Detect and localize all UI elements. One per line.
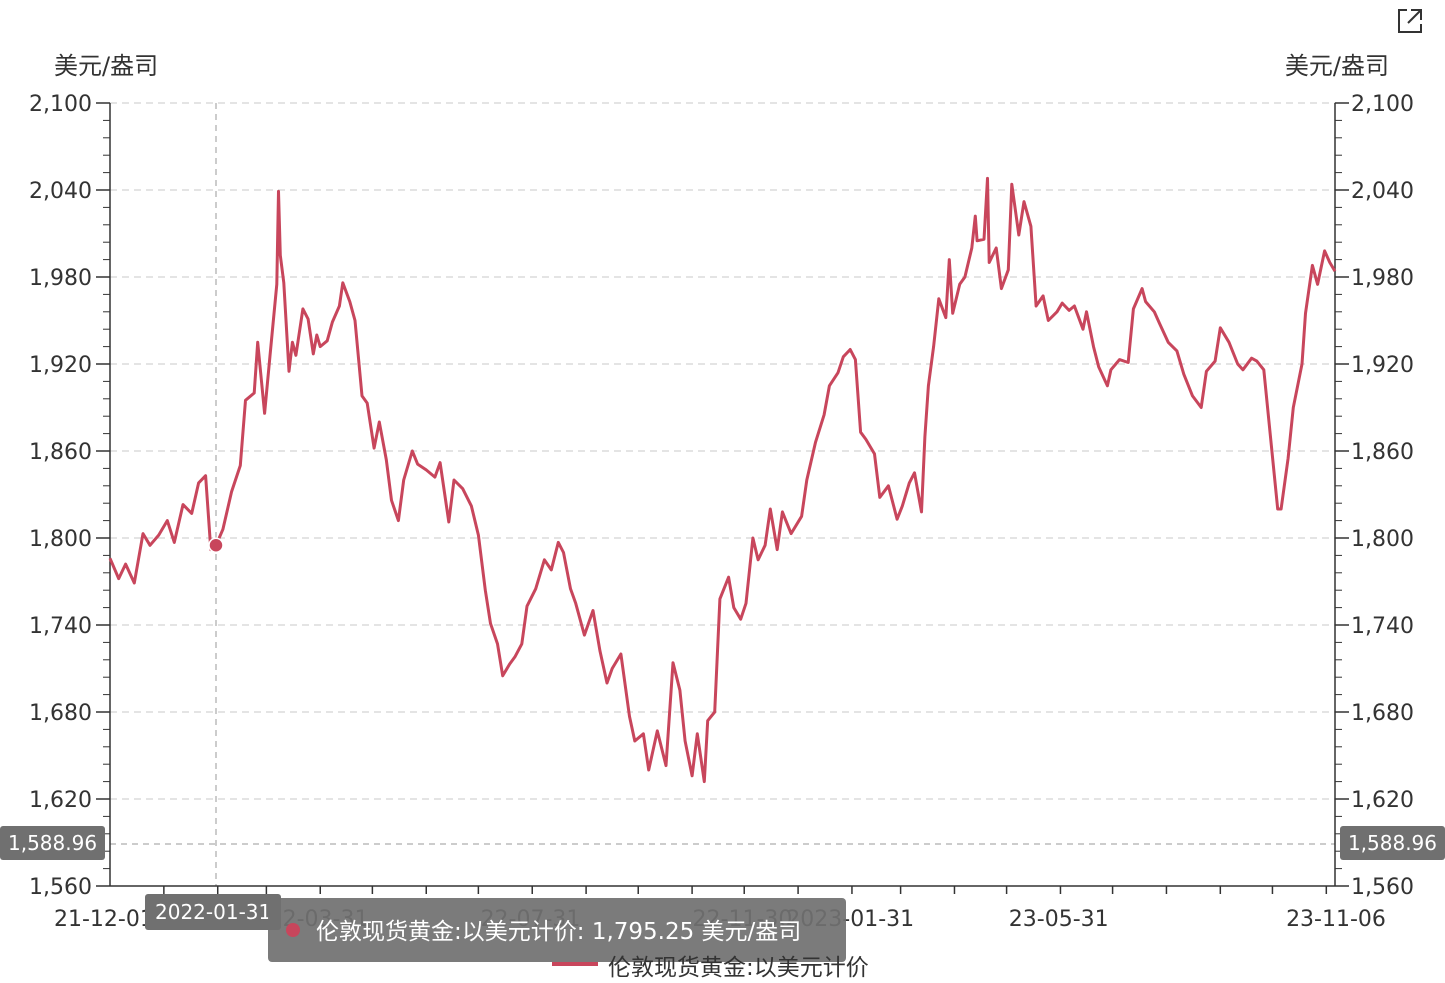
tooltip-unit: 美元/盎司 [701,919,802,945]
highlighted-point [208,537,224,553]
y-axis-left-labels: 1,560 1,620 1,680 1,740 1,800 1,860 1,920 1,980… [29,92,92,900]
y-tick-label-left: 1,560 [29,875,92,900]
y-tick-label-left: 2,040 [29,179,92,204]
series-line [108,176,1337,784]
x-tick-label: 23-11-06 [1286,907,1386,932]
y-tick-label-right: 1,980 [1351,266,1414,291]
axis-pointer-value-left: 1,588.96 [0,826,106,860]
y-tick-label-left: 1,680 [29,701,92,726]
y-tick-label-right: 1,740 [1351,614,1414,639]
y-axis-left-unit: 美元/盎司 [54,52,159,80]
tooltip-series-marker [286,923,300,937]
y-axis-right-labels: 1,560 1,620 1,680 1,740 1,800 1,860 1,920 1,980… [1351,92,1414,900]
axes [96,102,1349,894]
tooltip-series-name: 伦敦现货黄金:以美元计价 [316,919,577,945]
y-tick-label-left: 2,100 [29,92,92,117]
legend-label: 伦敦现货黄金:以美元计价 [608,955,869,981]
x-tick-label: 23-05-31 [1009,907,1109,932]
axis-pointer [110,103,1335,886]
y-tick-label-right: 1,560 [1351,875,1414,900]
y-tick-label-right: 1,680 [1351,701,1414,726]
tooltip-text: 伦敦现货黄金:以美元计价: 1,795.25 美元/盎司 [316,919,802,945]
grid-lines [110,102,1335,800]
x-tick-label: 21-12-01 [54,907,154,932]
y-tick-label-left: 1,860 [29,440,92,465]
y-tick-label-left: 1,620 [29,788,92,813]
y-tick-label-right: 1,620 [1351,788,1414,813]
y-tick-label-left: 1,740 [29,614,92,639]
axis-pointer-value-right: 1,588.96 [1339,826,1445,860]
y-tick-label-right: 1,860 [1351,440,1414,465]
external-link-icon[interactable] [1395,6,1425,36]
y-tick-label-right: 1,800 [1351,527,1414,552]
tooltip: 伦敦现货黄金:以美元计价: 1,795.25 美元/盎司 [268,898,846,962]
legend-swatch [552,962,598,966]
y-tick-label-right: 1,920 [1351,353,1414,378]
y-tick-label-left: 1,920 [29,353,92,378]
axis-pointer-date-label: 2022-01-31 [145,894,282,930]
series-layer [108,176,1337,784]
y-tick-label-right: 2,100 [1351,92,1414,117]
y-tick-label-left: 1,800 [29,527,92,552]
y-tick-label-left: 1,980 [29,266,92,291]
y-axis-right-unit: 美元/盎司 [1284,52,1389,80]
y-tick-label-right: 2,040 [1351,179,1414,204]
tooltip-value: 1,795.25 [591,919,695,945]
